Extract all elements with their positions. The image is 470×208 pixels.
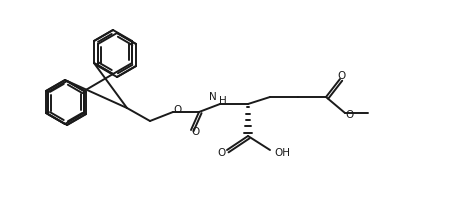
Text: O: O — [173, 105, 181, 115]
Text: O: O — [191, 127, 199, 137]
Text: O: O — [218, 148, 226, 158]
Text: O: O — [345, 110, 353, 120]
Text: H: H — [219, 96, 227, 106]
Text: O: O — [337, 71, 345, 81]
Text: OH: OH — [274, 148, 290, 158]
Text: N: N — [209, 92, 217, 102]
